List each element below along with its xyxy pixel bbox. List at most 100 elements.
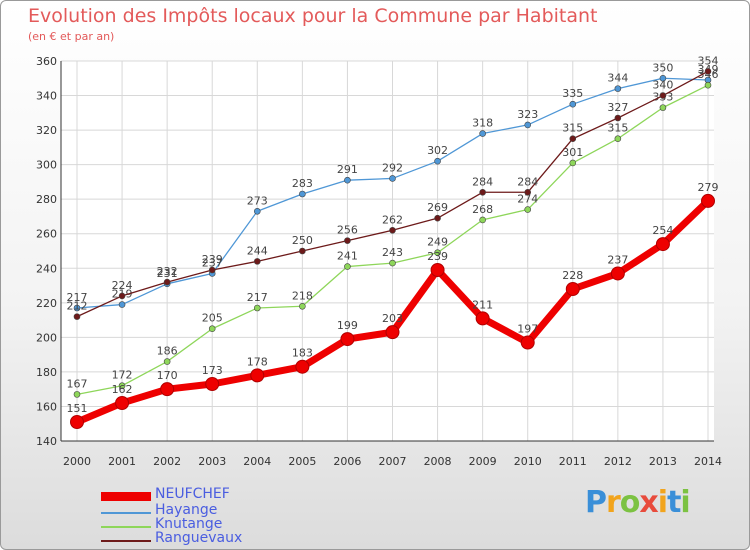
data-label-neufchef: 203 (382, 312, 403, 325)
legend-label: NEUFCHEF (155, 486, 230, 502)
data-point-hayange (659, 74, 667, 82)
data-label-knutange: 241 (337, 250, 358, 263)
data-point-ranguevaux (569, 135, 577, 143)
data-point-knutange (344, 263, 351, 270)
data-point-ranguevaux (389, 226, 396, 234)
x-tick-label: 2002 (153, 455, 181, 468)
data-label-neufchef: 183 (292, 347, 313, 360)
y-tick-label: 220 (36, 297, 57, 310)
data-label-neufchef: 239 (427, 250, 448, 263)
proxiti-logo: Proxiti (585, 485, 691, 520)
data-point-ranguevaux (659, 92, 667, 99)
data-label-knutange: 274 (517, 193, 538, 206)
data-point-ranguevaux (73, 313, 81, 320)
data-label-knutange: 315 (607, 122, 628, 135)
y-tick-label: 300 (36, 159, 57, 172)
data-point-knutange (479, 216, 486, 224)
data-label-hayange: 318 (472, 117, 493, 130)
data-label-hayange: 302 (427, 144, 448, 157)
x-tick-label: 2011 (559, 455, 587, 468)
data-point-knutange (163, 358, 171, 365)
data-label-knutange: 346 (698, 68, 719, 81)
data-point-neufchef (475, 311, 490, 326)
legend-swatch-neufchef (101, 492, 151, 501)
data-point-ranguevaux (434, 214, 441, 222)
data-label-ranguevaux: 327 (607, 101, 628, 114)
data-label-ranguevaux: 354 (698, 54, 719, 67)
data-label-knutange: 249 (427, 236, 448, 249)
logo-letter: i (680, 485, 690, 520)
y-tick-label: 260 (36, 228, 57, 241)
data-label-hayange: 344 (607, 72, 628, 85)
data-label-neufchef: 173 (202, 364, 223, 377)
x-tick-label: 2012 (604, 455, 632, 468)
data-point-hayange (344, 176, 351, 184)
data-label-knutange: 217 (247, 291, 268, 304)
data-point-knutange (659, 104, 667, 111)
data-label-ranguevaux: 256 (337, 224, 358, 237)
data-point-ranguevaux (614, 114, 622, 122)
data-point-hayange (253, 207, 261, 215)
data-point-neufchef (565, 282, 580, 296)
x-tick-label: 2008 (424, 455, 452, 468)
data-label-hayange: 273 (247, 194, 268, 207)
logo-letter: x (639, 485, 658, 520)
data-label-neufchef: 170 (157, 369, 178, 382)
y-tick-label: 320 (36, 124, 57, 137)
data-label-hayange: 350 (652, 61, 673, 74)
data-point-knutange (389, 259, 396, 267)
data-label-ranguevaux: 269 (427, 201, 448, 214)
data-label-neufchef: 237 (607, 253, 628, 266)
data-point-knutange (253, 304, 261, 312)
data-label-knutange: 167 (67, 377, 88, 390)
y-tick-label: 280 (36, 193, 57, 206)
data-point-neufchef (520, 335, 535, 350)
data-label-ranguevaux: 250 (292, 234, 313, 247)
data-point-knutange (118, 382, 126, 390)
x-tick-label: 2010 (514, 455, 542, 468)
x-tick-label: 2003 (198, 455, 226, 468)
data-label-knutange: 243 (382, 246, 403, 259)
logo-letter: i (657, 485, 668, 520)
x-tick-label: 2009 (469, 455, 497, 468)
data-label-ranguevaux: 284 (472, 175, 493, 188)
data-label-neufchef: 151 (67, 402, 88, 415)
data-point-neufchef (250, 368, 265, 383)
x-tick-label: 2004 (243, 455, 271, 468)
data-label-knutange: 186 (157, 345, 178, 358)
data-label-ranguevaux: 224 (112, 279, 133, 292)
data-point-neufchef (385, 325, 400, 340)
data-point-hayange (389, 175, 396, 182)
data-point-knutange (73, 391, 81, 398)
data-point-ranguevaux (208, 266, 216, 274)
x-tick-label: 2001 (108, 455, 136, 468)
data-label-ranguevaux: 244 (247, 244, 268, 257)
data-point-neufchef (205, 377, 220, 391)
x-tick-label: 2013 (649, 455, 677, 468)
legend-swatch-knutange (101, 526, 151, 528)
x-tick-label: 2007 (379, 455, 407, 468)
data-point-hayange (479, 130, 486, 137)
data-point-neufchef (160, 382, 175, 397)
data-point-hayange (299, 190, 306, 198)
data-label-hayange: 291 (337, 163, 358, 176)
data-label-hayange: 283 (292, 177, 313, 190)
data-point-neufchef (295, 359, 310, 374)
data-point-hayange (524, 121, 532, 129)
data-label-hayange: 217 (67, 291, 88, 304)
data-label-neufchef: 228 (562, 269, 583, 282)
data-label-ranguevaux: 262 (382, 213, 403, 226)
y-tick-label: 200 (36, 331, 57, 344)
legend-label: Hayange (155, 502, 218, 518)
x-tick-label: 2014 (694, 455, 722, 468)
data-point-ranguevaux (299, 247, 306, 255)
data-label-ranguevaux: 315 (562, 122, 583, 135)
data-point-ranguevaux (253, 258, 261, 265)
data-point-neufchef (430, 263, 445, 277)
logo-letter: t (667, 485, 681, 520)
data-label-neufchef: 162 (112, 383, 133, 396)
data-label-hayange: 292 (382, 161, 403, 174)
data-label-knutange: 172 (112, 369, 133, 382)
data-point-knutange (299, 302, 306, 310)
data-label-ranguevaux: 232 (157, 265, 178, 278)
